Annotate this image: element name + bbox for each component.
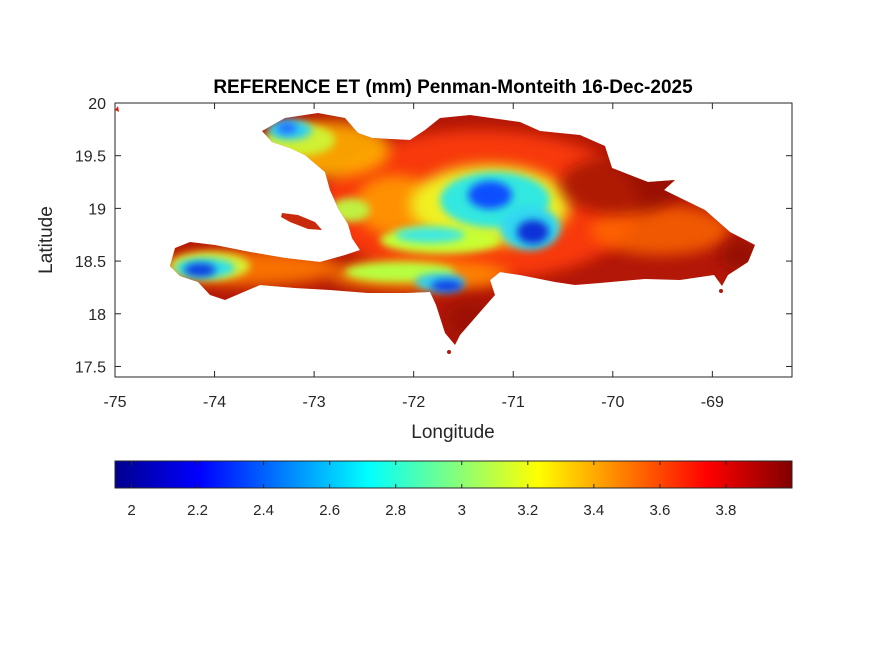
- colorbar-tick-label: 3.8: [716, 502, 737, 519]
- colorbar-tick-label: 2: [127, 502, 135, 519]
- colorbar-tick-label: 2.8: [385, 502, 406, 519]
- chart-title: REFERENCE ET (mm) Penman-Monteith 16-Dec…: [213, 77, 693, 98]
- x-tick-label: -75: [103, 394, 126, 411]
- y-axis-ticks: 17.5 18 18.5 19 19.5 20: [75, 96, 792, 376]
- y-tick-label: 19.5: [75, 149, 106, 166]
- saona-islet: [719, 289, 723, 293]
- colorbar-tick-label: 3.2: [517, 502, 538, 519]
- x-tick-label: -73: [303, 394, 326, 411]
- colorbar-tick-label: 2.4: [253, 502, 274, 519]
- x-tick-label: -71: [502, 394, 525, 411]
- colorbar-tick-label: 3.4: [583, 502, 604, 519]
- y-tick-label: 17.5: [75, 359, 106, 376]
- navassa-islet: [447, 350, 451, 354]
- x-tick-label: -70: [601, 394, 624, 411]
- colorbar: 2 2.2 2.4 2.6 2.8 3 3.2 3.4 3.6 3.8: [114, 460, 793, 519]
- y-tick-label: 19: [88, 201, 106, 218]
- colorbar-tick-label: 2.6: [319, 502, 340, 519]
- y-tick-label: 20: [88, 96, 106, 113]
- axes-frame: [114, 102, 793, 378]
- plot-area: -75 -74 -73 -72 -71 -70 -69 17.5 18 18.5 19 19.5 20: [75, 96, 793, 411]
- y-tick-label: 18.5: [75, 254, 106, 271]
- x-tick-label: -72: [402, 394, 425, 411]
- colorbar-gradient: [114, 460, 793, 489]
- x-axis-label: Longitude: [411, 422, 494, 443]
- y-tick-label: 18: [88, 307, 106, 324]
- colorbar-ticks: 2 2.2 2.4 2.6 2.8 3 3.2 3.4 3.6 3.8: [127, 461, 736, 519]
- colorbar-tick-label: 3.6: [649, 502, 670, 519]
- x-tick-label: -69: [701, 394, 724, 411]
- colorbar-tick-label: 3: [458, 502, 466, 519]
- y-axis-label: Latitude: [36, 206, 57, 274]
- gonave-island: [281, 213, 322, 230]
- x-axis-ticks: -75 -74 -73 -72 -71 -70 -69: [103, 103, 724, 411]
- x-tick-label: -74: [203, 394, 226, 411]
- corner-islet: [115, 106, 119, 112]
- colorbar-tick-label: 2.2: [187, 502, 208, 519]
